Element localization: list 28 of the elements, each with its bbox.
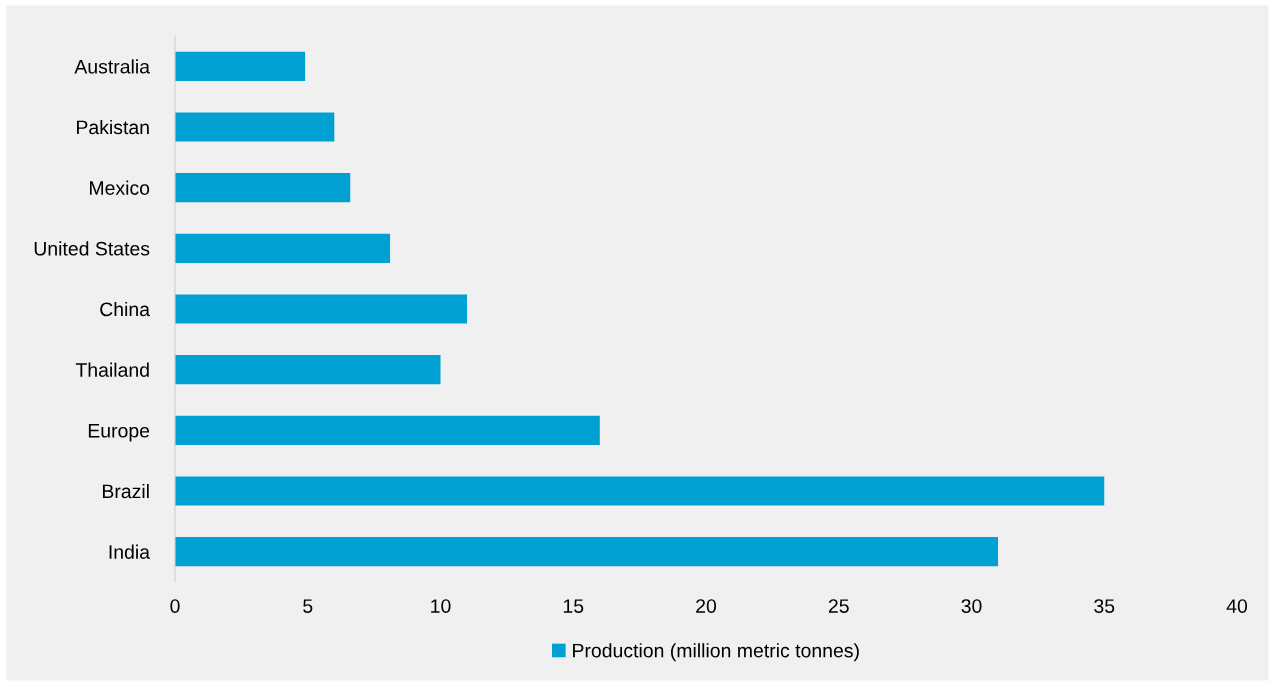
bar (175, 112, 335, 142)
x-tick-label: 5 (303, 599, 313, 613)
legend-label: Production (million metric tonnes) (573, 643, 859, 662)
x-tick-label: 35 (1094, 599, 1115, 613)
bar (175, 537, 999, 567)
y-tick-label: Thailand (75, 362, 149, 377)
y-tick-label: China (100, 301, 150, 317)
x-tick-label: 10 (431, 599, 451, 613)
x-tick-label: 30 (961, 599, 982, 613)
x-tick-label: 0 (170, 599, 180, 613)
bar (175, 476, 1105, 506)
y-tick-label: Mexico (90, 180, 150, 195)
x-tick-label: 15 (563, 599, 584, 613)
x-tick-label: 20 (696, 599, 717, 613)
bar (175, 415, 600, 445)
x-tick-label: 40 (1226, 599, 1248, 613)
y-tick-label: Australia (74, 59, 150, 74)
bar (175, 233, 391, 263)
y-tick-label: United States (34, 241, 150, 256)
bar (175, 355, 441, 385)
x-tick-label: 25 (828, 599, 849, 613)
bar (175, 294, 468, 324)
bar (175, 173, 351, 203)
y-tick-label: Brazil (102, 483, 149, 499)
y-tick-label: Europe (88, 424, 150, 442)
y-tick-label: Pakistan (77, 119, 149, 135)
y-tick-label: India (109, 544, 150, 559)
bar (175, 51, 306, 81)
